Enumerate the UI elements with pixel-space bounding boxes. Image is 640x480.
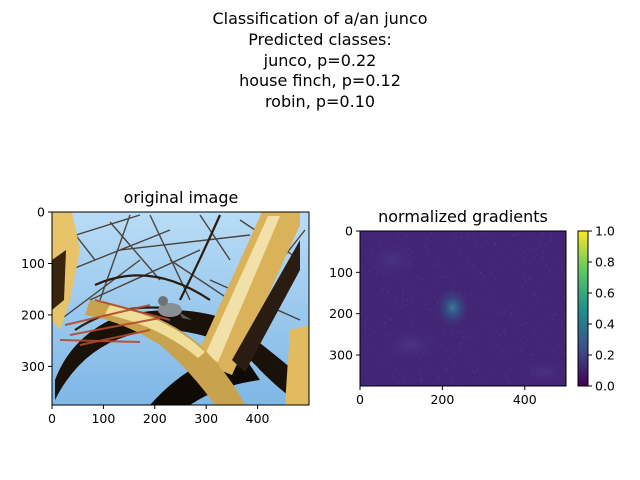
x-tick-label: 0 (356, 392, 364, 407)
suptitle-line-5: robin, p=0.10 (265, 92, 375, 111)
suptitle-line-4: house finch, p=0.12 (239, 71, 401, 90)
colorbar-gradient (577, 230, 589, 387)
suptitle: Classification of a/an junco Predicted c… (213, 9, 428, 111)
colorbar-tick-label: 0.2 (595, 348, 615, 363)
x-tick-label: 0 (48, 411, 56, 426)
suptitle-line-2: Predicted classes: (248, 30, 391, 49)
y-tick-label: 300 (329, 348, 353, 363)
x-tick-label: 200 (143, 411, 167, 426)
colorbar-tick-label: 1.0 (595, 224, 615, 239)
y-tick-label: 200 (21, 307, 45, 322)
colorbar-ticks: 0.0 0.2 0.4 0.6 0.8 1.0 (588, 224, 615, 394)
colorbar: 0.0 0.2 0.4 0.6 0.8 1.0 (577, 224, 615, 394)
colorbar-tick-label: 0.6 (595, 286, 615, 301)
x-tick-label: 400 (513, 392, 537, 407)
x-tick-label: 200 (430, 392, 454, 407)
y-tick-label: 0 (345, 224, 353, 239)
y-tick-label: 0 (37, 205, 45, 220)
original-image-title: original image (124, 188, 239, 207)
gradients-frame (359, 230, 567, 387)
gradients-y-ticks: 0 100 200 300 (329, 224, 360, 363)
original-image-y-ticks: 0 100 200 300 (21, 205, 52, 374)
colorbar-tick-label: 0.0 (595, 379, 615, 394)
original-image-frame (51, 211, 310, 406)
x-tick-label: 100 (91, 411, 115, 426)
gradients-axes: normalized gradients 0 200 400 0 100 200 300 (329, 207, 567, 407)
colorbar-tick-label: 0.4 (595, 317, 615, 332)
y-tick-label: 100 (329, 265, 353, 280)
y-tick-label: 200 (329, 306, 353, 321)
gradients-x-ticks: 0 200 400 (356, 386, 537, 407)
y-tick-label: 300 (21, 359, 45, 374)
x-tick-label: 400 (246, 411, 270, 426)
suptitle-line-1: Classification of a/an junco (213, 9, 428, 28)
original-image-axes: original image (21, 188, 310, 426)
colorbar-tick-label: 0.8 (595, 255, 615, 270)
suptitle-line-3: junco, p=0.22 (263, 51, 377, 70)
y-tick-label: 100 (21, 256, 45, 271)
gradients-hotspot (434, 285, 471, 330)
gradients-heatmap (360, 231, 566, 386)
x-tick-label: 300 (194, 411, 218, 426)
gradients-title: normalized gradients (378, 207, 548, 226)
original-image-photo (52, 212, 309, 405)
original-image-x-ticks: 0 100 200 300 400 (48, 405, 270, 426)
